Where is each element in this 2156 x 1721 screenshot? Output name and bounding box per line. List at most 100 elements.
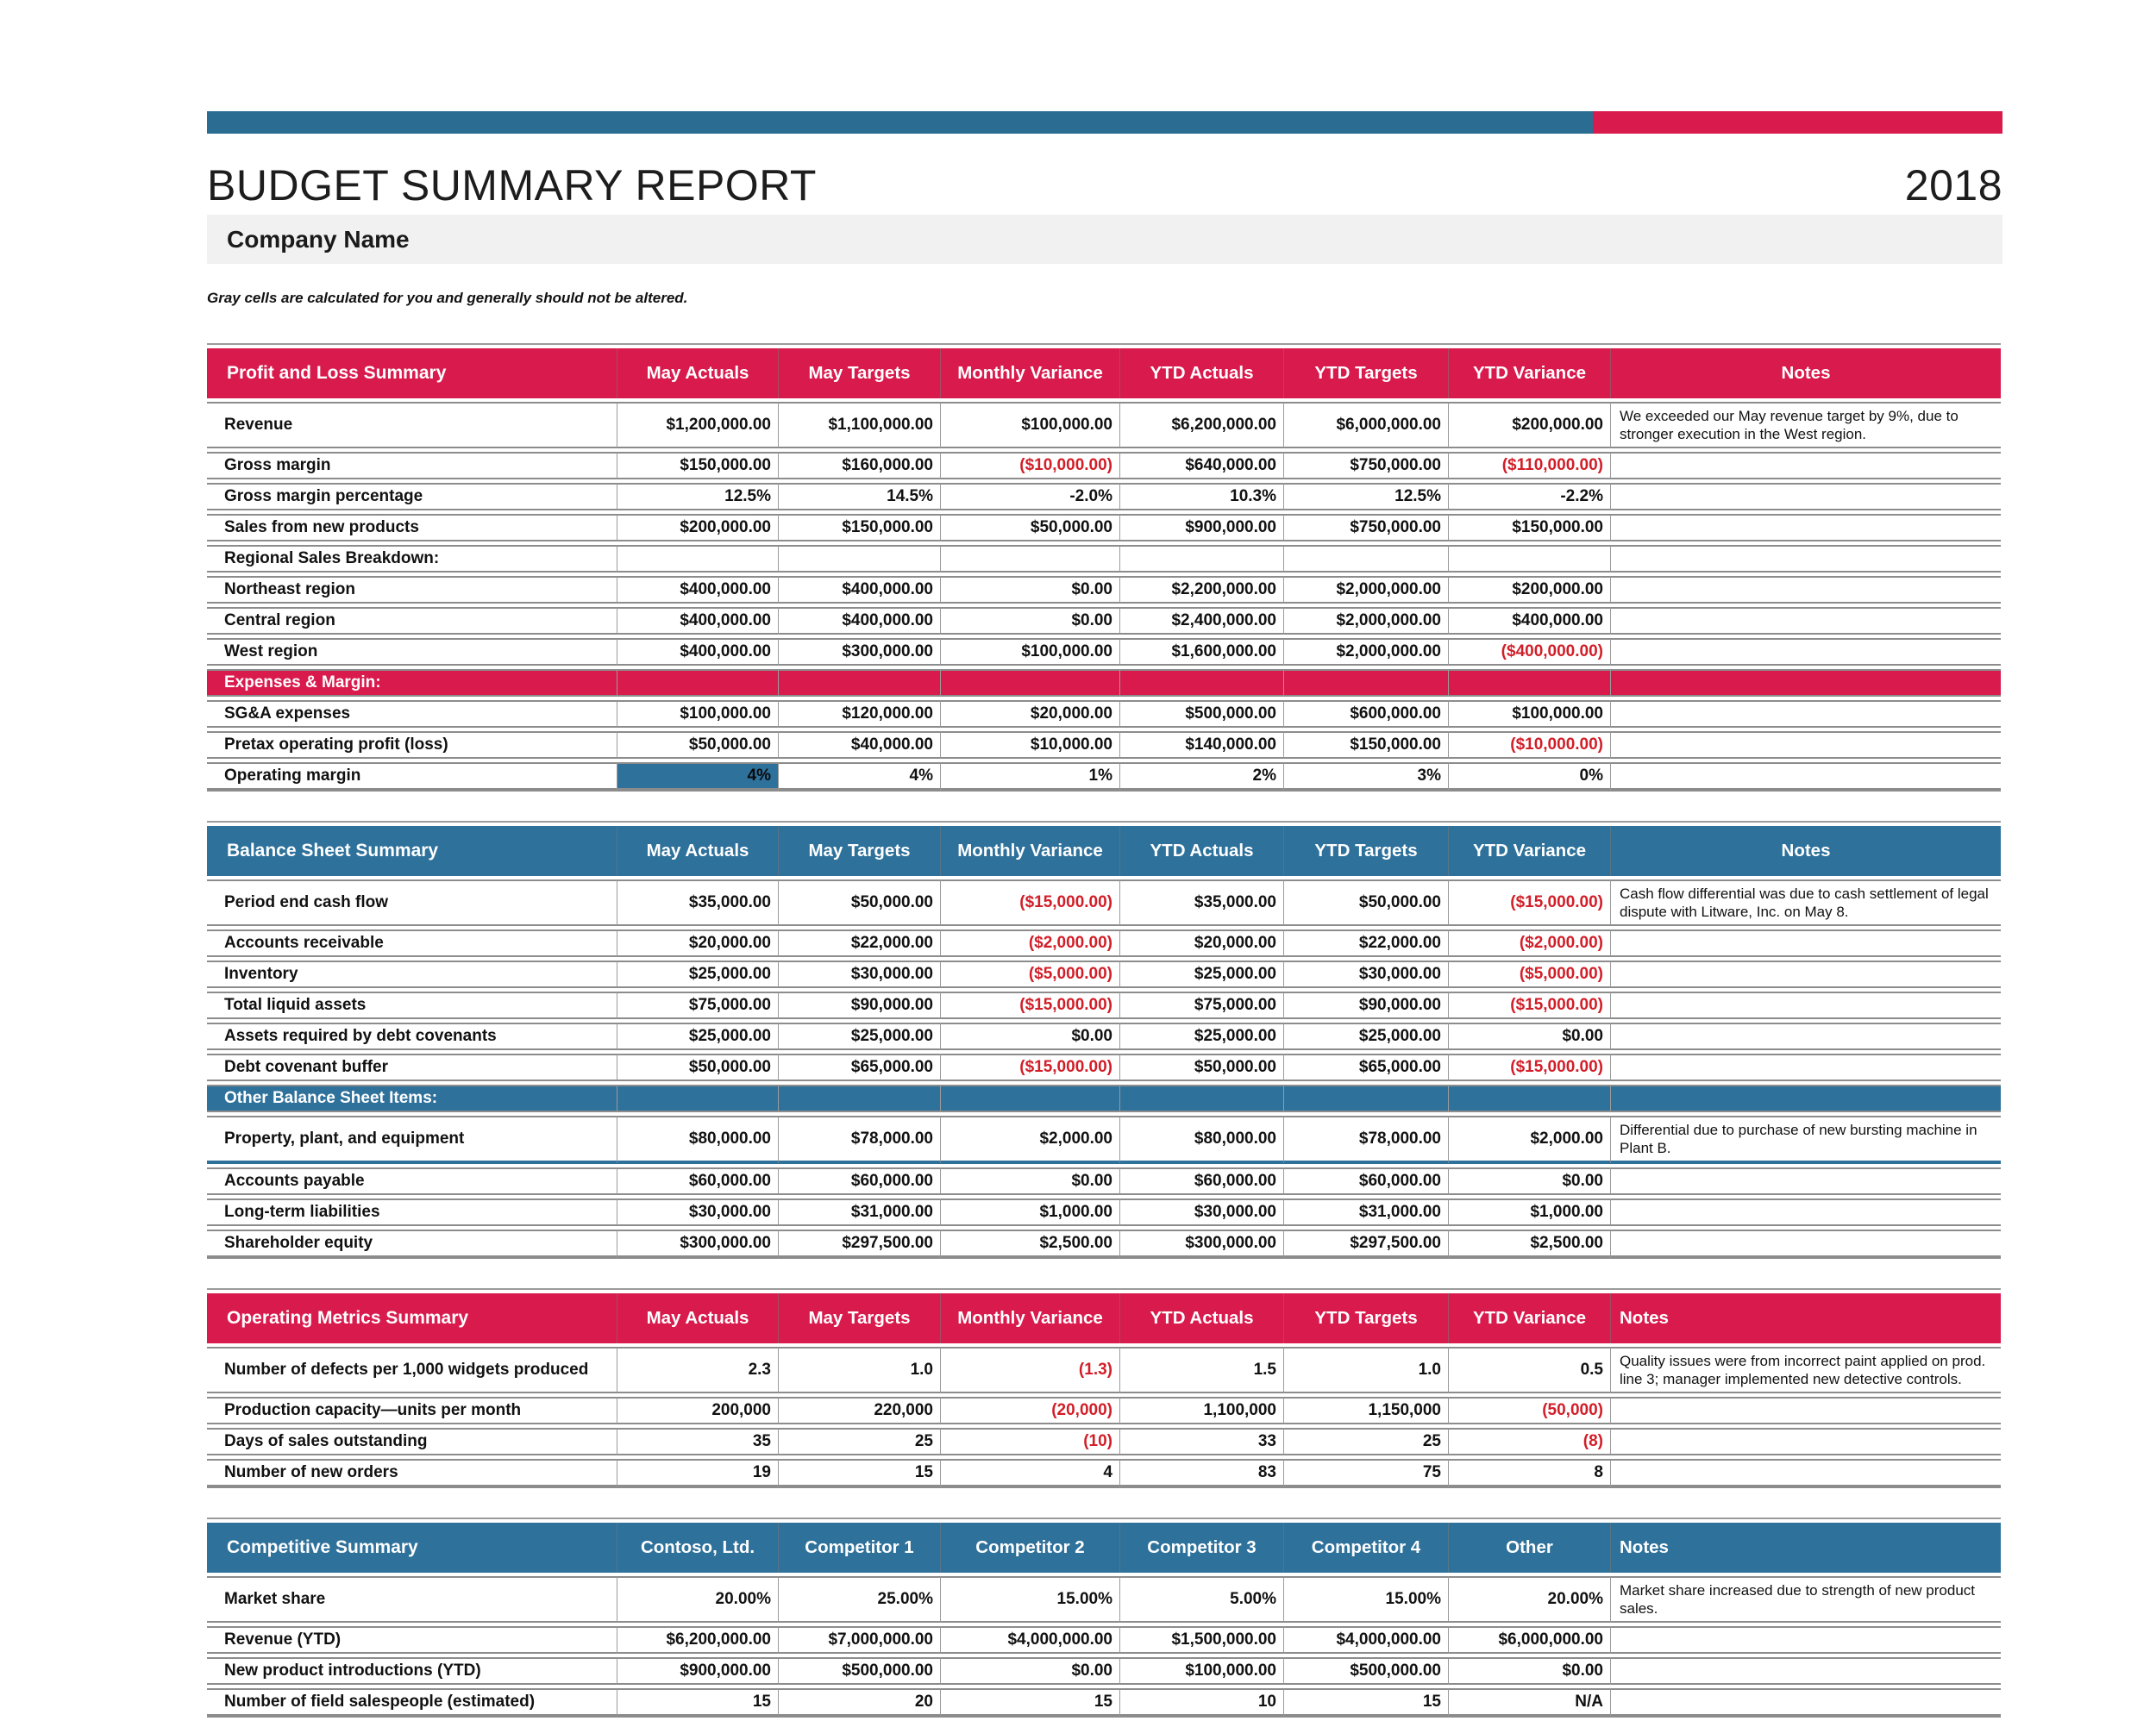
note-cell[interactable] — [1610, 1023, 2001, 1050]
value-cell[interactable]: ($2,000.00) — [940, 929, 1119, 957]
value-cell[interactable]: $20,000.00 — [1119, 929, 1283, 957]
section-banner-cell[interactable] — [1119, 669, 1283, 697]
value-cell[interactable]: $1,600,000.00 — [1119, 638, 1283, 666]
note-cell[interactable] — [1610, 1688, 2001, 1718]
value-cell[interactable]: $500,000.00 — [1283, 1657, 1448, 1685]
note-cell[interactable] — [1610, 1397, 2001, 1424]
value-cell[interactable]: 14.5% — [778, 483, 940, 510]
value-cell[interactable]: $1,000.00 — [940, 1198, 1119, 1226]
value-cell[interactable]: 12.5% — [617, 483, 778, 510]
section-banner-cell[interactable] — [1448, 1085, 1610, 1112]
value-cell[interactable]: $400,000.00 — [778, 576, 940, 604]
note-cell[interactable]: We exceeded our May revenue target by 9%… — [1610, 402, 2001, 448]
section-banner-cell[interactable] — [1610, 1085, 2001, 1112]
value-cell[interactable]: ($15,000.00) — [1448, 1054, 1610, 1081]
value-cell[interactable]: 220,000 — [778, 1397, 940, 1424]
value-cell[interactable]: $150,000.00 — [778, 514, 940, 541]
row-label-cell[interactable]: Debt covenant buffer — [207, 1054, 617, 1081]
value-cell[interactable]: $400,000.00 — [778, 607, 940, 635]
value-cell[interactable]: $10,000.00 — [940, 731, 1119, 759]
value-cell[interactable]: 2% — [1119, 762, 1283, 792]
value-cell[interactable]: (8) — [1448, 1428, 1610, 1455]
value-cell[interactable]: 19 — [617, 1459, 778, 1488]
value-cell[interactable]: $25,000.00 — [778, 1023, 940, 1050]
value-cell[interactable]: (50,000) — [1448, 1397, 1610, 1424]
section-banner-cell[interactable] — [778, 669, 940, 697]
value-cell[interactable]: $100,000.00 — [1119, 1657, 1283, 1685]
value-cell[interactable]: 15 — [940, 1688, 1119, 1718]
note-cell[interactable] — [1610, 1626, 2001, 1654]
value-cell[interactable]: $22,000.00 — [778, 929, 940, 957]
value-cell[interactable]: $2,000,000.00 — [1283, 638, 1448, 666]
value-cell[interactable]: $2,200,000.00 — [1119, 576, 1283, 604]
value-cell[interactable]: N/A — [1448, 1688, 1610, 1718]
value-cell[interactable]: $20,000.00 — [617, 929, 778, 957]
row-label-cell[interactable]: New product introductions (YTD) — [207, 1657, 617, 1685]
value-cell[interactable]: $900,000.00 — [1119, 514, 1283, 541]
value-cell[interactable]: $140,000.00 — [1119, 731, 1283, 759]
value-cell[interactable]: $2,000,000.00 — [1283, 576, 1448, 604]
value-cell[interactable]: $6,200,000.00 — [617, 1626, 778, 1654]
value-cell[interactable]: $25,000.00 — [1283, 1023, 1448, 1050]
note-cell[interactable]: Differential due to purchase of new burs… — [1610, 1116, 2001, 1164]
value-cell[interactable]: $2,000.00 — [940, 1116, 1119, 1164]
value-cell[interactable]: $40,000.00 — [778, 731, 940, 759]
value-cell[interactable]: $600,000.00 — [1283, 700, 1448, 728]
value-cell[interactable]: $65,000.00 — [778, 1054, 940, 1081]
value-cell[interactable]: $150,000.00 — [1448, 514, 1610, 541]
value-cell[interactable]: 1,100,000 — [1119, 1397, 1283, 1424]
value-cell[interactable]: 15 — [617, 1688, 778, 1718]
value-cell[interactable]: 4 — [940, 1459, 1119, 1488]
value-cell[interactable]: $6,000,000.00 — [1283, 402, 1448, 448]
row-label-cell[interactable]: Number of new orders — [207, 1459, 617, 1488]
row-label-cell[interactable]: Inventory — [207, 961, 617, 988]
row-label-cell[interactable]: Revenue (YTD) — [207, 1626, 617, 1654]
value-cell[interactable]: $78,000.00 — [1283, 1116, 1448, 1164]
value-cell[interactable]: $750,000.00 — [1283, 452, 1448, 479]
value-cell[interactable]: 25 — [778, 1428, 940, 1455]
value-cell[interactable]: $60,000.00 — [778, 1167, 940, 1195]
row-label-cell[interactable]: Operating margin — [207, 762, 617, 792]
note-cell[interactable] — [1610, 545, 2001, 573]
value-cell[interactable]: $75,000.00 — [617, 992, 778, 1019]
value-cell[interactable]: (20,000) — [940, 1397, 1119, 1424]
value-cell[interactable]: 0.5 — [1448, 1347, 1610, 1393]
value-cell[interactable]: 20 — [778, 1688, 940, 1718]
value-cell[interactable]: 15.00% — [1283, 1576, 1448, 1623]
value-cell[interactable]: ($15,000.00) — [1448, 879, 1610, 926]
value-cell[interactable]: $80,000.00 — [617, 1116, 778, 1164]
value-cell[interactable]: $2,000.00 — [1448, 1116, 1610, 1164]
row-label-cell[interactable]: Gross margin — [207, 452, 617, 479]
row-label-cell[interactable]: Assets required by debt covenants — [207, 1023, 617, 1050]
value-cell[interactable]: $500,000.00 — [1119, 700, 1283, 728]
value-cell[interactable]: -2.0% — [940, 483, 1119, 510]
value-cell[interactable]: $7,000,000.00 — [778, 1626, 940, 1654]
value-cell[interactable]: $300,000.00 — [1119, 1230, 1283, 1259]
value-cell[interactable]: $900,000.00 — [617, 1657, 778, 1685]
value-cell[interactable]: $0.00 — [940, 1167, 1119, 1195]
row-label-cell[interactable]: West region — [207, 638, 617, 666]
value-cell[interactable]: $1,100,000.00 — [778, 402, 940, 448]
note-cell[interactable] — [1610, 1428, 2001, 1455]
value-cell[interactable]: $160,000.00 — [778, 452, 940, 479]
row-label-cell[interactable]: Central region — [207, 607, 617, 635]
value-cell[interactable]: $35,000.00 — [1119, 879, 1283, 926]
value-cell[interactable]: $0.00 — [1448, 1167, 1610, 1195]
section-banner-cell[interactable] — [1610, 669, 2001, 697]
value-cell[interactable]: 33 — [1119, 1428, 1283, 1455]
value-cell[interactable]: $50,000.00 — [1283, 879, 1448, 926]
note-cell[interactable] — [1610, 483, 2001, 510]
value-cell[interactable]: 3% — [1283, 762, 1448, 792]
value-cell[interactable]: ($15,000.00) — [940, 879, 1119, 926]
value-cell[interactable]: $1,200,000.00 — [617, 402, 778, 448]
value-cell[interactable]: $100,000.00 — [940, 638, 1119, 666]
note-cell[interactable] — [1610, 1198, 2001, 1226]
note-cell[interactable]: Cash flow differential was due to cash s… — [1610, 879, 2001, 926]
value-cell[interactable]: 1% — [940, 762, 1119, 792]
value-cell[interactable] — [1283, 545, 1448, 573]
row-label-cell[interactable]: Period end cash flow — [207, 879, 617, 926]
value-cell[interactable]: $60,000.00 — [1283, 1167, 1448, 1195]
value-cell[interactable] — [617, 545, 778, 573]
value-cell[interactable]: ($5,000.00) — [1448, 961, 1610, 988]
row-label-cell[interactable]: Accounts receivable — [207, 929, 617, 957]
